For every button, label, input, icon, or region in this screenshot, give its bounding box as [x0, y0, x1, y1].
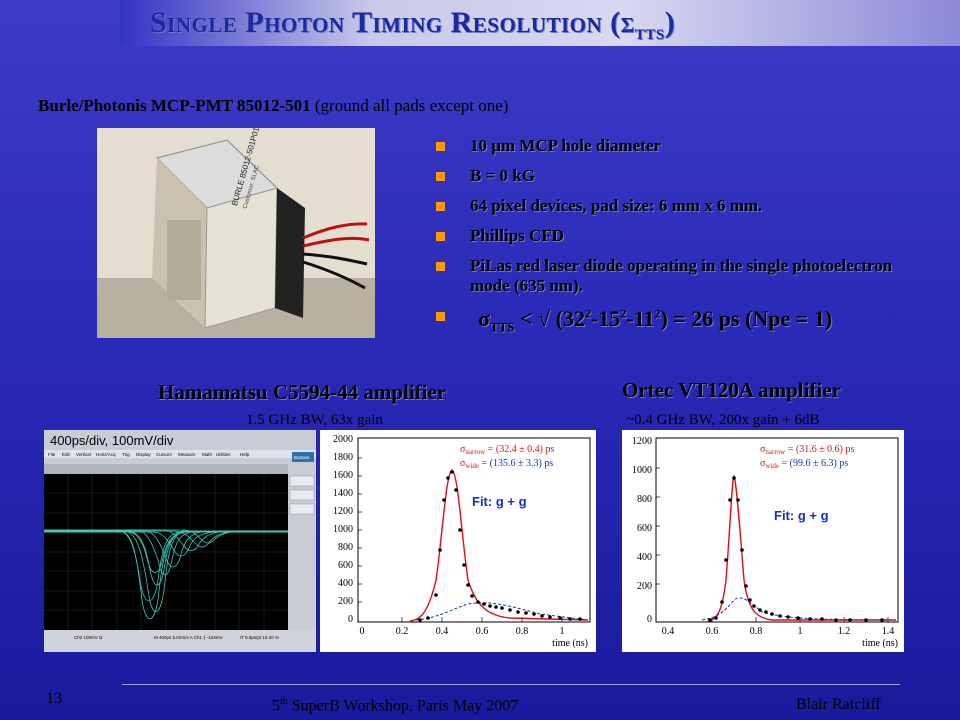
y-tick-label: 1200 [632, 436, 652, 447]
sigma-narrow-value: (32.4 ± 0.4) ps [496, 444, 555, 455]
sigma-wide-value: (99.6 ± 6.3) ps [790, 458, 849, 469]
slide-title: Single Photon Timing Resolution (σTTS) [150, 6, 676, 43]
y-tick-label: 600 [637, 523, 652, 534]
y-tick-label: 1400 [333, 488, 353, 499]
sigma-symbol: σ [760, 458, 766, 469]
bullet-magnetic-field: B = 0 kG [436, 166, 936, 186]
sigma-wide-sub: wide [765, 462, 779, 470]
x-tick-label: 1.2 [838, 626, 851, 637]
oscilloscope-screenshot: 400ps/div, 100mV/div File Edit Vertical … [44, 430, 316, 652]
scope-menu-display[interactable]: Display [136, 452, 152, 457]
y-tick-label: 0 [348, 614, 353, 625]
scope-menu-measure[interactable]: Measure [178, 452, 196, 457]
y-tick-label: 200 [338, 596, 353, 607]
y-tick-label: 0 [647, 614, 652, 625]
footer-event: 5th SuperB Workshop, Paris May 2007 [272, 696, 519, 715]
x-tick-label: 0.8 [750, 626, 763, 637]
y-tick-label: 2000 [333, 434, 353, 445]
y-tick-label: 400 [338, 578, 353, 589]
x-axis-label: time (ns) [552, 638, 588, 649]
fit-label: Fit: g + g [774, 508, 829, 523]
bullet-laser: PiLas red laser diode operating in the s… [436, 256, 936, 296]
sigma-wide-sub: wide [465, 462, 479, 470]
scope-menu-trig[interactable]: Trig [122, 452, 130, 457]
sigma-equals: = [785, 444, 796, 455]
x-tick-label: 1.4 [882, 626, 895, 637]
scope-record-status: IT 8.0ps/pt 10.40 % [240, 635, 279, 640]
y-tick-label: 800 [637, 494, 652, 505]
scope-menu-utilities[interactable]: Utilities [216, 452, 231, 457]
scope-menu-vertical[interactable]: Vertical [76, 452, 91, 457]
scope-menu-help[interactable]: Help [240, 452, 250, 457]
x-tick-label: 0 [360, 626, 365, 637]
scope-scale-readout: 400ps/div, 100mV/div [50, 433, 174, 448]
y-tick-label: 1200 [333, 506, 353, 517]
scope-menu-math[interactable]: Math [202, 452, 213, 457]
mcp-pmt-photo: BURLE 85012-501P01 Customer: SLAC [97, 128, 375, 338]
hamamatsu-histogram-plot: 2000 1800 1600 1400 1200 1000 800 600 40… [333, 434, 591, 649]
mcp-pmt-device-drawing: BURLE 85012-501P01 Customer: SLAC [97, 128, 375, 338]
y-tick-label: 1000 [333, 524, 353, 535]
ortec-timing-histogram: 1200 1000 800 600 400 200 0 0.4 0.6 0.8 … [622, 430, 904, 652]
footer-divider [122, 684, 900, 685]
x-tick-label: 0.4 [662, 626, 675, 637]
y-tick-label: 1600 [333, 470, 353, 481]
scope-channel-status: Ch2 100mV Ω [74, 635, 103, 640]
bullet-hole-diameter: 10 μm MCP hole diameter [436, 136, 936, 156]
bullet-tts-formula: σTTS < √ (322-152-112) = 26 ps (Npe = 1) [436, 306, 936, 335]
slide-number: 13 [46, 690, 62, 707]
x-tick-label: 0.6 [706, 626, 719, 637]
y-tick-label: 600 [338, 560, 353, 571]
sigma-symbol: σ [760, 444, 766, 455]
scope-acquisition-status: M 400ps 5.0GS/s A Ch1 ⨍ -104mV [154, 635, 223, 641]
bullet-pixel-devices: 64 pixel devices, pad size: 6 mm x 6 mm. [436, 196, 936, 216]
bullet-cfd: Phillips CFD [436, 226, 936, 246]
x-tick-label: 0.8 [516, 626, 529, 637]
scope-menu-edit[interactable]: Edit [62, 452, 71, 457]
svg-text:σwide = (99.6 ± 6.3) ps: σwide = (99.6 ± 6.3) ps [760, 458, 848, 470]
hamamatsu-amplifier-title: Hamamatsu C5594-44 amplifier [158, 380, 447, 404]
scope-menu-cursors[interactable]: Cursors [156, 452, 173, 457]
scope-menu-file[interactable]: File [48, 452, 56, 457]
svg-text:σnarrow = (31.6 ± 0.6) ps: σnarrow = (31.6 ± 0.6) ps [760, 444, 855, 456]
hamamatsu-timing-histogram: 2000 1800 1600 1400 1200 1000 800 600 40… [320, 430, 596, 652]
device-subtitle: Burle/Photonis MCP-PMT 85012-501 (ground… [38, 96, 509, 115]
ortec-amplifier-title: Ortec VT120A amplifier [622, 378, 841, 402]
ortec-amplifier-spec: ~0.4 GHz BW, 200x gain + 6dB [626, 412, 820, 428]
fit-label: Fit: g + g [472, 494, 527, 509]
svg-text:σwide = (135.6 ± 3.3) ps: σwide = (135.6 ± 3.3) ps [460, 458, 553, 470]
sigma-narrow-sub: narrow [765, 448, 786, 456]
spec-bullet-list: 10 μm MCP hole diameter B = 0 kG 64 pixe… [436, 136, 936, 345]
y-tick-label: 400 [637, 552, 652, 563]
sigma-narrow-sub: narrow [465, 448, 486, 456]
sigma-equals: = [485, 444, 496, 455]
x-tick-label: 0.4 [436, 626, 449, 637]
sigma-equals: = [779, 458, 790, 469]
title-bar [120, 0, 960, 46]
sigma-symbol: σ [460, 458, 466, 469]
y-tick-label: 1000 [632, 465, 652, 476]
oscilloscope-display: 400ps/div, 100mV/div File Edit Vertical … [44, 430, 316, 652]
y-tick-label: 1800 [333, 452, 353, 463]
x-axis-label: time (ns) [862, 638, 898, 649]
hamamatsu-amplifier-spec: 1.5 GHz BW, 63x gain [246, 412, 383, 428]
y-tick-label: 800 [338, 542, 353, 553]
scope-menu-horiz[interactable]: Horiz/Acq [96, 452, 116, 457]
footer-author: Blair Ratcliff [796, 696, 881, 713]
sigma-symbol: σ [460, 444, 466, 455]
sigma-equals: = [479, 458, 490, 469]
x-tick-label: 0.6 [476, 626, 489, 637]
sigma-wide-value: (135.6 ± 3.3) ps [490, 458, 554, 469]
svg-text:σnarrow = (32.4 ± 0.4) ps: σnarrow = (32.4 ± 0.4) ps [460, 444, 555, 456]
x-tick-label: 1 [798, 626, 803, 637]
x-tick-label: 1 [560, 626, 565, 637]
x-tick-label: 0.2 [396, 626, 409, 637]
ortec-histogram-plot: 1200 1000 800 600 400 200 0 0.4 0.6 0.8 … [632, 436, 899, 649]
scope-buttons-button[interactable]: Buttons [294, 455, 310, 460]
y-tick-label: 200 [637, 581, 652, 592]
sigma-narrow-value: (31.6 ± 0.6) ps [796, 444, 855, 455]
